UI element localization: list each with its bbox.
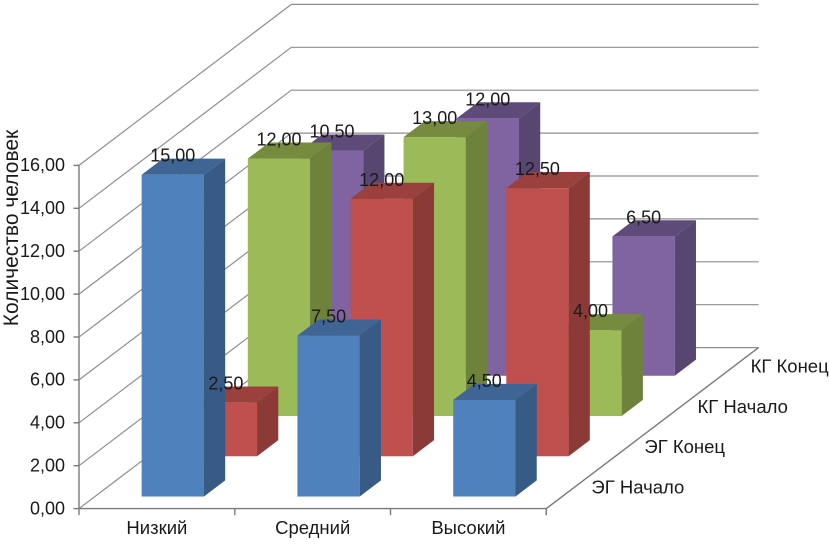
svg-text:8,00: 8,00 (30, 327, 65, 347)
svg-text:ЭГ Начало: ЭГ Начало (591, 477, 684, 498)
svg-text:2,50: 2,50 (208, 374, 243, 394)
svg-text:12,00: 12,00 (465, 89, 510, 109)
svg-text:Высокий: Высокий (431, 517, 505, 538)
svg-text:Количество человек: Количество человек (0, 129, 23, 326)
svg-text:13,00: 13,00 (412, 108, 457, 128)
svg-text:2,00: 2,00 (30, 456, 65, 476)
svg-text:6,50: 6,50 (626, 207, 661, 227)
svg-text:12,00: 12,00 (256, 130, 301, 150)
svg-text:12,50: 12,50 (515, 159, 560, 179)
svg-text:10,00: 10,00 (20, 284, 65, 304)
svg-text:0,00: 0,00 (30, 498, 65, 518)
svg-text:4,00: 4,00 (30, 413, 65, 433)
svg-text:12,00: 12,00 (20, 241, 65, 261)
svg-text:Низкий: Низкий (126, 517, 187, 538)
svg-text:7,50: 7,50 (311, 307, 346, 327)
svg-text:12,00: 12,00 (359, 170, 404, 190)
svg-text:КГ Конец: КГ Конец (751, 356, 829, 377)
svg-text:ЭГ Конец: ЭГ Конец (644, 436, 725, 457)
svg-text:КГ Начало: КГ Начало (698, 396, 788, 417)
svg-text:Средний: Средний (275, 517, 350, 538)
svg-text:10,50: 10,50 (309, 122, 354, 142)
svg-text:6,00: 6,00 (30, 370, 65, 390)
svg-text:15,00: 15,00 (150, 146, 195, 166)
svg-text:14,00: 14,00 (20, 198, 65, 218)
svg-text:4,50: 4,50 (467, 371, 502, 391)
svg-text:4,00: 4,00 (573, 301, 608, 321)
svg-text:16,00: 16,00 (20, 155, 65, 175)
